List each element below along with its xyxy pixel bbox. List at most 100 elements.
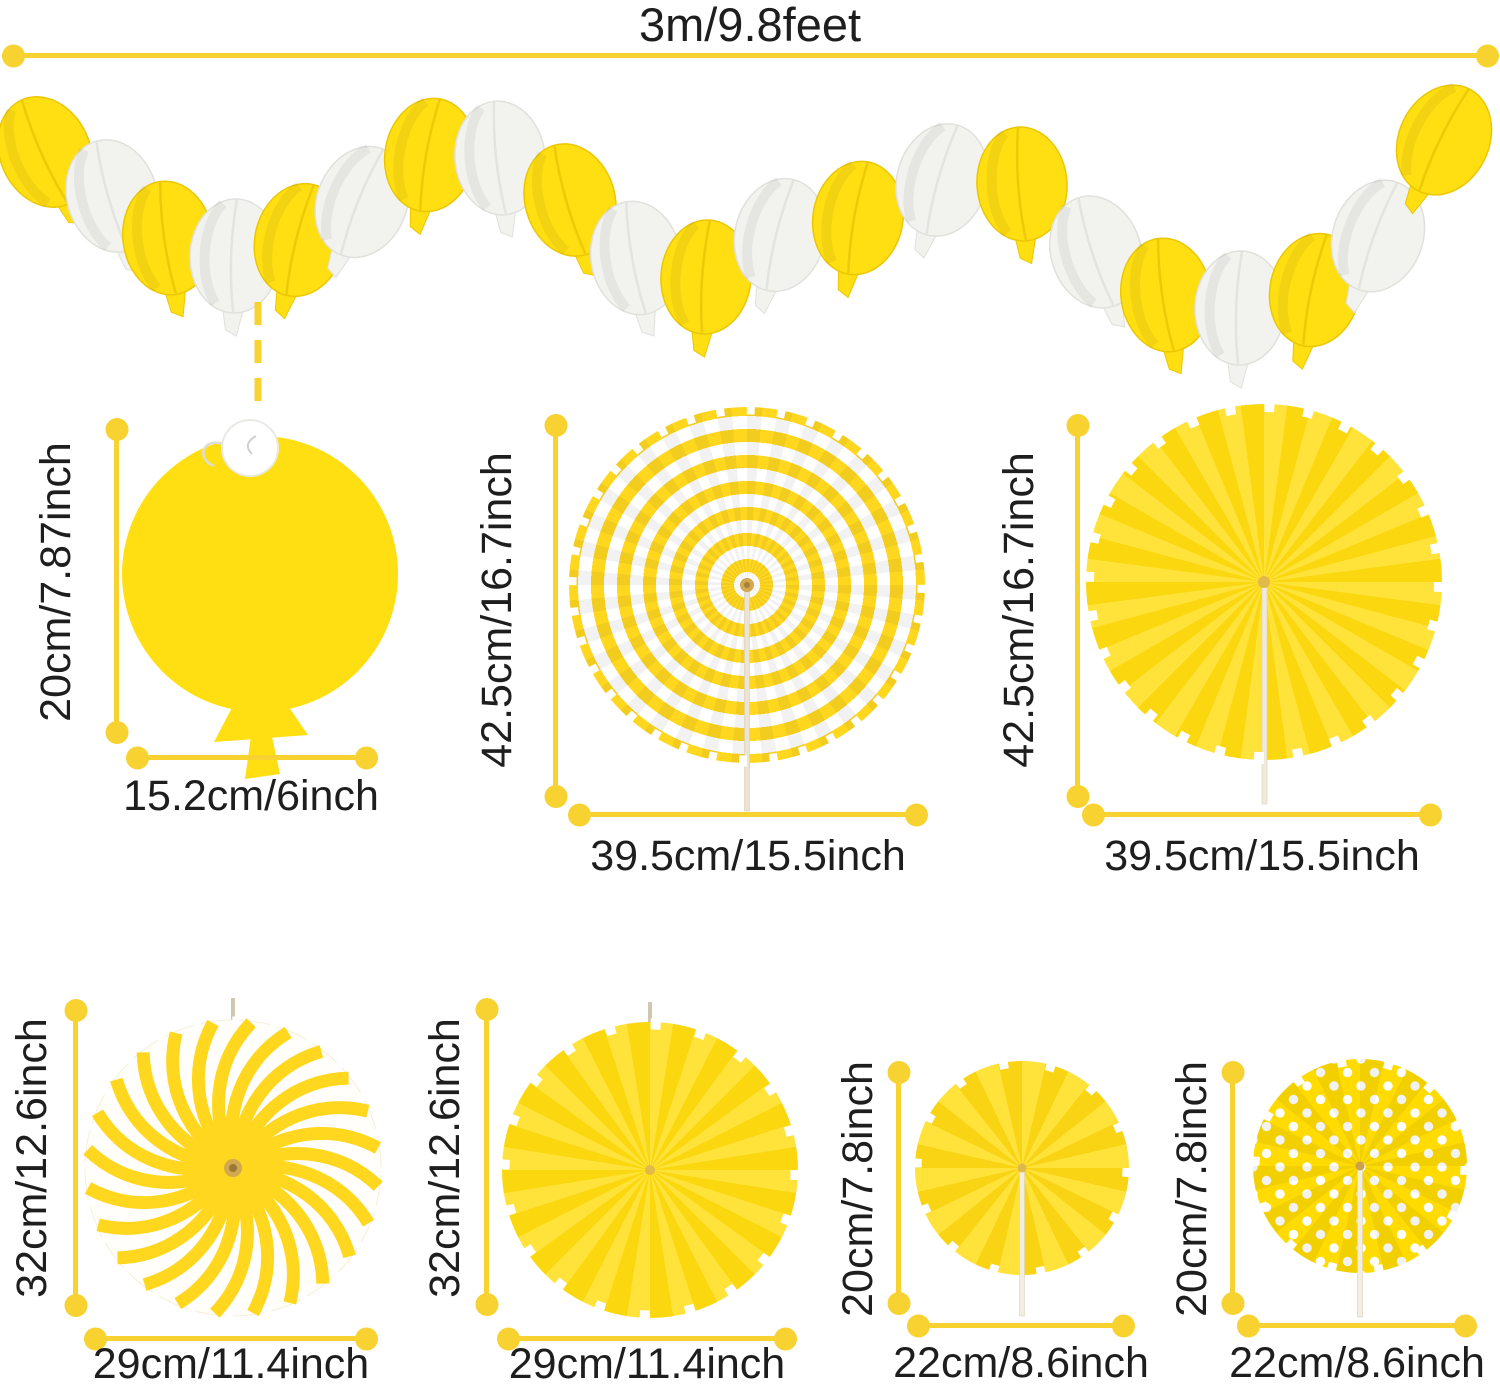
garland-length-dimension-line (2, 44, 1499, 67)
fan-center (1258, 576, 1270, 588)
solid-fan-large-width-dimension-line (1082, 803, 1442, 826)
solid-fan-small-width-label: 22cm/8.6inch (893, 1339, 1149, 1386)
solid-fan-medium-overlay (498, 1018, 802, 1322)
garland-balloon-white (1330, 177, 1426, 314)
dimension-endpoint-dot (1237, 1314, 1260, 1337)
dimension-endpoint-dot (1454, 1314, 1477, 1337)
dot-fan-small-height-label: 20cm/7.8inch (1168, 1061, 1216, 1317)
balloon-cutout-art (122, 419, 398, 779)
fan-stick (1261, 585, 1268, 805)
solid-fan-small-height-label: 20cm/7.8inch (834, 1061, 882, 1317)
garland-balloon-white (1048, 195, 1144, 328)
fan-stick (1019, 1170, 1025, 1317)
striped-fan-overlay (565, 403, 929, 812)
solid-fan-large-overlay (1082, 400, 1446, 805)
dimension-endpoint-dot (544, 414, 567, 437)
swirl-fan-width-label: 29cm/11.4inch (92, 1340, 370, 1386)
dimension-endpoint-dot (84, 1327, 107, 1350)
solid-fan-small-height-dimension-line (887, 1061, 910, 1315)
solid-fan-medium-width-label: 29cm/11.4inch (508, 1340, 786, 1386)
fan-stick (744, 588, 750, 812)
garland-balloon-white (733, 177, 827, 315)
garland-balloon-yellow (383, 97, 477, 236)
dimension-endpoint-dot (887, 1061, 910, 1084)
swirl-fan-height-label: 32cm/12.6inch (8, 1018, 56, 1298)
fan-center-pin (229, 1164, 237, 1172)
garland-balloon-yellow (523, 143, 617, 277)
dimension-endpoint-dot (355, 746, 378, 769)
fan-rim-notches (498, 1018, 802, 1322)
fan-center-pin (744, 582, 750, 588)
swirl-fan-height-dimension-line (64, 999, 87, 1317)
dimension-endpoint-dot (475, 998, 498, 1021)
dot-fan-small-width-dimension-line (1237, 1314, 1477, 1337)
garland-length-label: 3m/9.8feet (638, 0, 862, 51)
fan-center (1355, 1161, 1365, 1171)
garland-balloon-yellow (976, 126, 1068, 265)
garland-balloon-white (589, 200, 683, 337)
dimension-endpoint-dot (2, 44, 25, 67)
fan-stick (1357, 1168, 1363, 1318)
garland-balloon-yellow (1119, 237, 1213, 375)
garland-balloon-yellow (660, 219, 752, 358)
garland-balloon-white (454, 100, 546, 238)
solid-fan-small-width-dimension-line (907, 1314, 1135, 1337)
dimension-endpoint-dot (105, 721, 128, 744)
garland-balloon-white (895, 121, 989, 259)
dimension-endpoint-dot (568, 803, 591, 826)
balloon-body (122, 436, 398, 712)
dimension-endpoint-dot (475, 1293, 498, 1316)
solid-fan-small-overlay (911, 1057, 1133, 1317)
balloon-knot (214, 697, 308, 742)
dimension-endpoint-dot (907, 1314, 930, 1337)
fan-center (645, 1165, 655, 1175)
solid-fan-large-width-label: 39.5cm/15.5inch (1104, 832, 1420, 880)
dimension-endpoint-dot (64, 1294, 87, 1317)
hole-tag (221, 419, 279, 477)
striped-fan-width-label: 39.5cm/15.5inch (590, 832, 906, 880)
solid-fan-medium-width-dimension-line (497, 1327, 797, 1350)
dimension-endpoint-dot (497, 1327, 520, 1350)
dimension-endpoint-dot (1082, 803, 1105, 826)
balloon-garland (0, 82, 1493, 389)
dimension-endpoint-dot (105, 418, 128, 441)
garland-to-balloon-connector (254, 302, 262, 416)
dimension-endpoint-dot (1419, 803, 1442, 826)
balloon-height-label: 20cm/7.87inch (32, 442, 80, 722)
dot-fan-small-overlay (1249, 1055, 1471, 1318)
solid-fan-large-height-dimension-line (1066, 414, 1089, 808)
fan-rim-notches (81, 1016, 385, 1320)
dimension-endpoint-dot (1066, 414, 1089, 437)
garland-balloon-white (1194, 250, 1286, 389)
fan-rim-notches (911, 1057, 1133, 1279)
fan-rim-notches (565, 403, 929, 767)
striped-fan-width-dimension-line (568, 803, 928, 826)
dimension-endpoint-dot (64, 999, 87, 1022)
dimension-endpoint-dot (355, 1327, 378, 1350)
swirl-fan-width-dimension-line (84, 1327, 378, 1350)
dimension-endpoint-dot (1112, 1314, 1135, 1337)
string-curl (246, 435, 257, 455)
dimension-endpoint-dot (774, 1327, 797, 1350)
dimension-endpoint-dot (1066, 785, 1089, 808)
solid-fan-medium-height-dimension-line (475, 998, 498, 1316)
fan-center (1017, 1163, 1027, 1173)
dimension-endpoint-dot (1221, 1061, 1244, 1084)
dimension-endpoint-dot (1476, 44, 1499, 67)
dimension-endpoint-dot (905, 803, 928, 826)
solid-fan-medium-height-label: 32cm/12.6inch (421, 1018, 469, 1298)
garland-balloon-yellow (1395, 82, 1493, 215)
fan-rim-notches (1082, 400, 1446, 764)
garland-balloon-yellow (811, 160, 905, 299)
balloon-height-dimension-line (105, 418, 128, 744)
balloon-width-dimension-line (126, 746, 378, 769)
dot-fan-small-height-dimension-line (1221, 1061, 1244, 1315)
dot-fan-small-width-label: 22cm/8.6inch (1229, 1339, 1485, 1386)
striped-fan-height-dimension-line (544, 414, 567, 808)
swirl-fan-art (85, 998, 385, 1328)
dimension-endpoint-dot (126, 746, 149, 769)
dimension-endpoint-dot (887, 1292, 910, 1315)
striped-fan-height-label: 42.5cm/16.7inch (473, 452, 521, 768)
balloon-width-label: 15.2cm/6inch (123, 772, 379, 820)
